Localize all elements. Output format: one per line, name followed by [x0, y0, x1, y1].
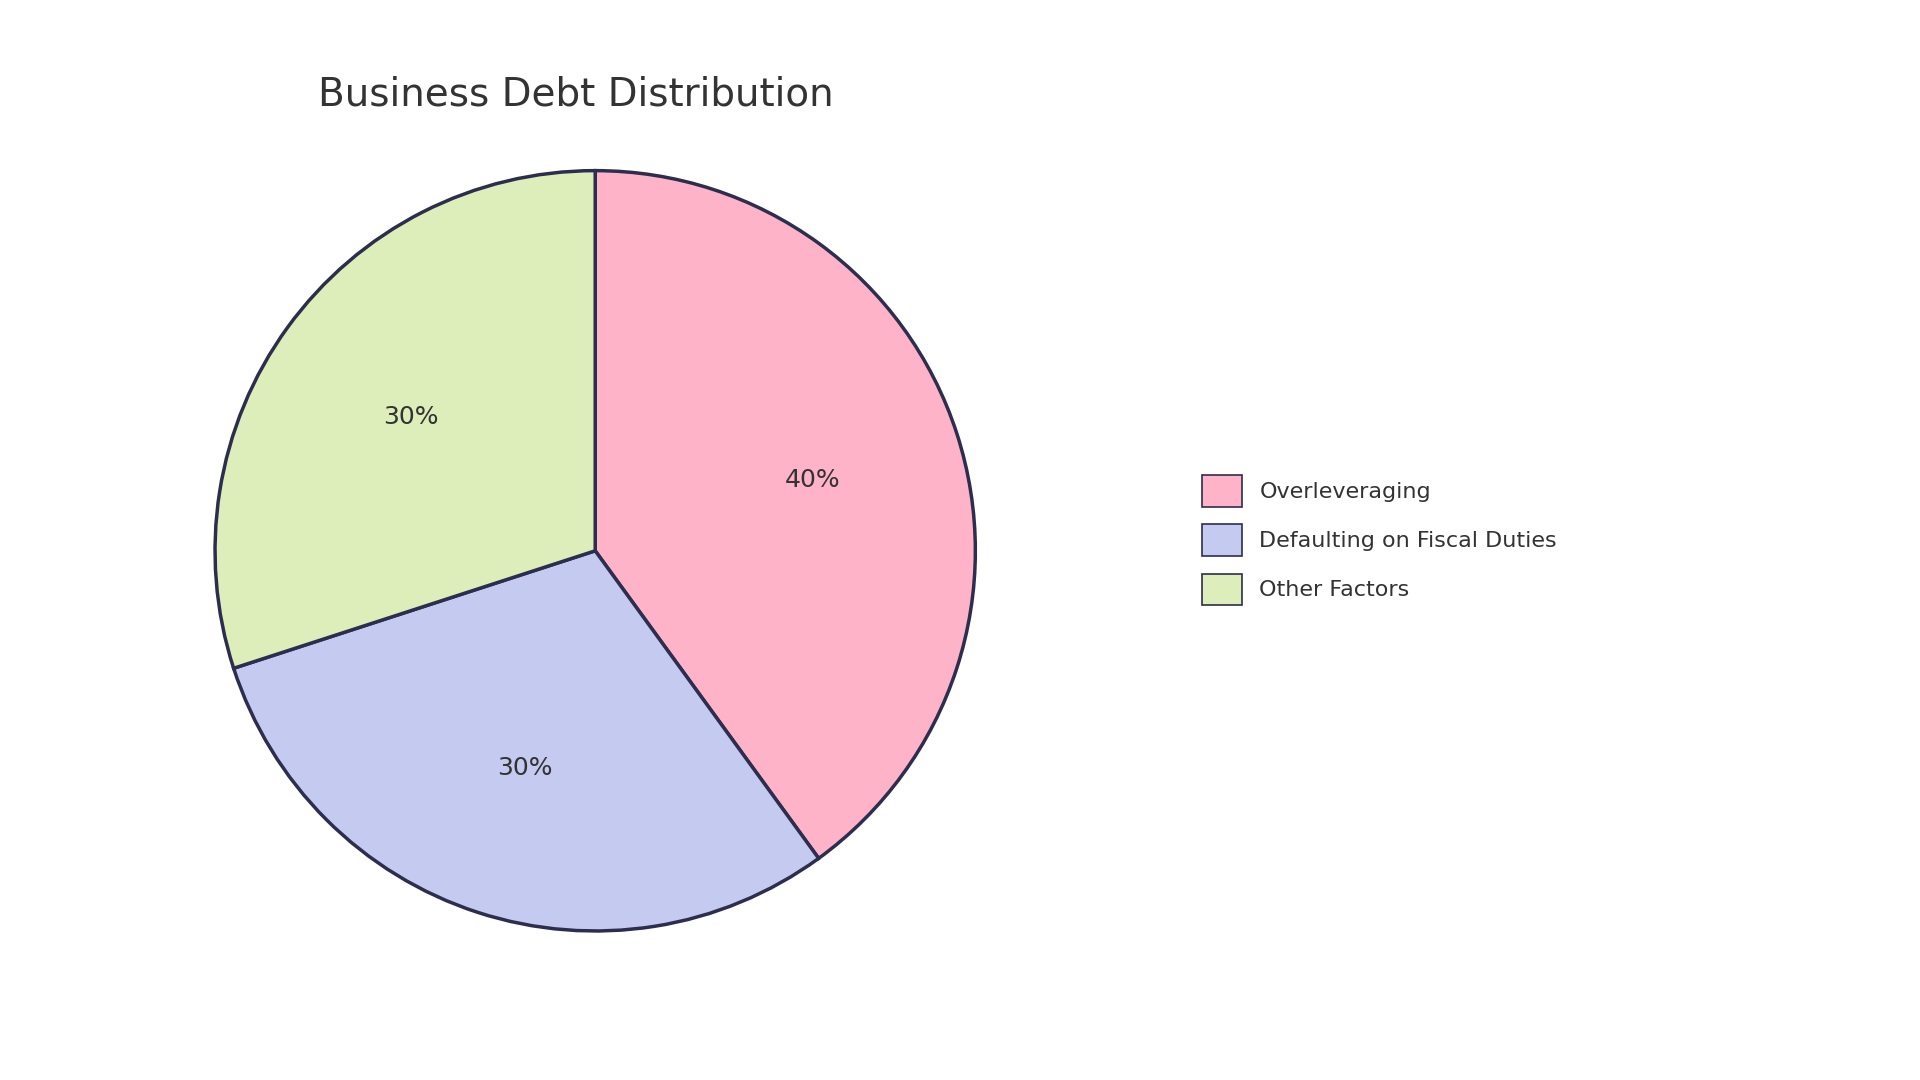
Text: 30%: 30% — [497, 756, 553, 780]
Wedge shape — [595, 171, 975, 859]
Wedge shape — [234, 551, 818, 931]
Text: 30%: 30% — [382, 405, 438, 429]
Legend: Overleveraging, Defaulting on Fiscal Duties, Other Factors: Overleveraging, Defaulting on Fiscal Dut… — [1202, 475, 1557, 605]
Text: 40%: 40% — [783, 469, 839, 492]
Text: Business Debt Distribution: Business Debt Distribution — [319, 76, 833, 113]
Wedge shape — [215, 171, 595, 669]
